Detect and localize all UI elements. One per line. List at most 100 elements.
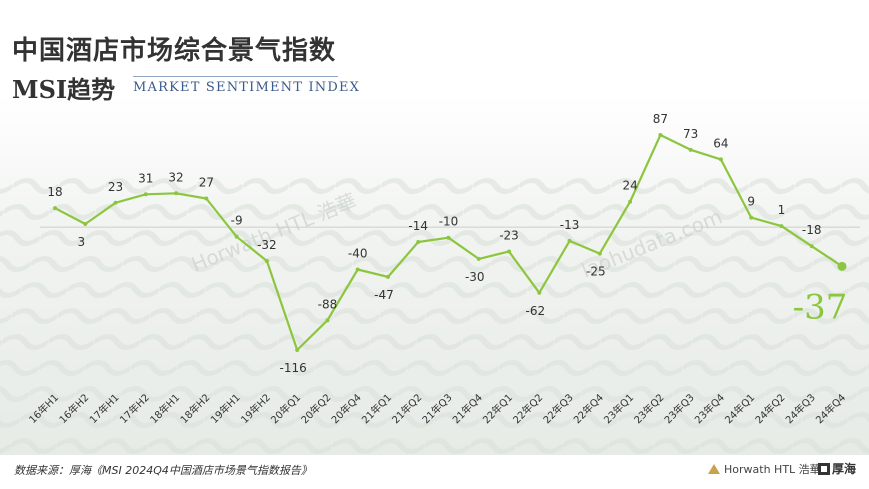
data-point-23年Q1: [628, 199, 633, 204]
data-label-21年Q1: -47: [374, 288, 394, 302]
x-tick-21年Q3: 21年Q3: [419, 391, 454, 426]
data-label-22年Q2: -62: [526, 304, 546, 318]
data-label-17年H1: 23: [108, 180, 123, 194]
data-label-23年Q3: 73: [683, 127, 698, 141]
x-tick-16年H2: 16年H2: [56, 391, 91, 426]
data-label-20年Q1: -116: [280, 361, 307, 375]
data-label-19年H2: -32: [257, 238, 277, 252]
data-label-23年Q2: 87: [653, 112, 668, 126]
data-point-22年Q3: [567, 238, 572, 243]
data-point-24年Q1: [749, 215, 754, 220]
data-point-20年Q1: [295, 348, 300, 352]
data-label-22年Q4: -25: [586, 265, 606, 279]
series-line-layer: [54, 133, 843, 352]
data-point-24年Q4: [837, 261, 847, 271]
x-tick-18年H1: 18年H1: [147, 391, 182, 426]
data-label-19年H1: -9: [231, 214, 243, 228]
data-point-19年H1: [234, 234, 239, 239]
horwath-logo: Horwath HTL 浩華: [708, 461, 821, 477]
data-label-24年Q2: 1: [778, 203, 786, 217]
data-label-18年H2: 27: [199, 176, 214, 190]
data-label-layer: 18 3 23 31 32 27 -9 -32 -116 -88 -40 -47 -14 -10 -30 -2…: [47, 112, 847, 375]
horwath-triangle-icon: [708, 464, 720, 474]
data-point-23年Q3: [688, 147, 693, 152]
data-point-18年H2: [204, 196, 209, 201]
data-label-23年Q1: 24: [622, 179, 637, 193]
x-tick-24年Q3: 24年Q3: [783, 391, 818, 426]
x-tick-18年H2: 18年H2: [177, 391, 212, 426]
data-point-21年Q3: [446, 235, 451, 240]
data-label-20年Q4: -40: [348, 247, 368, 261]
x-tick-21年Q1: 21年Q1: [359, 391, 394, 426]
x-tick-21年Q2: 21年Q2: [389, 391, 424, 426]
data-point-22年Q4: [597, 251, 602, 256]
x-tick-21年Q4: 21年Q4: [450, 391, 485, 426]
data-point-18年H1: [174, 191, 179, 196]
data-point-22年Q2: [537, 290, 542, 295]
x-tick-16年H1: 16年H1: [26, 391, 61, 426]
data-point-19年H2: [264, 259, 269, 264]
houhai-logo: 厚海: [818, 460, 856, 477]
data-label-17年H2: 31: [138, 171, 153, 185]
data-label-21年Q3: -10: [439, 215, 459, 229]
x-tick-22年Q2: 22年Q2: [510, 391, 545, 426]
data-point-23年Q4: [718, 157, 723, 162]
data-point-16年H2: [83, 221, 88, 226]
data-point-21年Q1: [385, 274, 390, 279]
english-subtitle: MARKET SENTIMENT INDEX: [133, 80, 361, 95]
houhai-brand-text: 厚海: [832, 462, 857, 476]
x-tick-24年Q4: 24年Q4: [813, 391, 848, 426]
x-tick-17年H2: 17年H2: [117, 391, 152, 426]
data-label-24年Q3: -18: [802, 223, 822, 237]
x-tick-20年Q2: 20年Q2: [298, 391, 333, 426]
x-tick-19年H2: 19年H2: [238, 391, 273, 426]
data-point-24年Q2: [779, 224, 784, 229]
data-label-20年Q2: -88: [318, 297, 338, 311]
data-label-21年Q4: -30: [465, 270, 485, 284]
page-subtitle: MSI趋势: [12, 75, 116, 104]
data-point-17年H1: [113, 200, 118, 205]
data-point-24年Q3: [809, 244, 814, 249]
watermark-horwath: Horwath HTL 浩華: [188, 189, 360, 277]
houhai-mark-icon: [818, 462, 830, 475]
data-label-16年H1: 18: [47, 185, 62, 199]
data-point-21年Q2: [416, 239, 421, 244]
x-tick-20年Q1: 20年Q1: [268, 391, 303, 426]
x-tick-23年Q1: 23年Q1: [601, 391, 636, 426]
data-label-16年H2: 3: [77, 235, 85, 249]
horwath-brand-text: Horwath HTL 浩華: [724, 463, 821, 476]
x-tick-17年H1: 17年H1: [87, 391, 122, 426]
msi-series-line: [54, 133, 843, 352]
x-tick-label-layer: 16年H116年H217年H117年H218年H118年H219年H119年H2…: [26, 391, 848, 426]
data-point-17年H2: [143, 192, 148, 197]
data-point-21年Q4: [476, 256, 481, 261]
x-tick-23年Q3: 23年Q3: [661, 391, 696, 426]
x-tick-22年Q1: 22年Q1: [480, 391, 515, 426]
data-point-22年Q1: [507, 249, 512, 254]
data-label-24年Q1: 9: [747, 195, 755, 209]
x-tick-24年Q2: 24年Q2: [752, 391, 787, 426]
data-point-layer: [53, 133, 847, 352]
x-tick-24年Q1: 24年Q1: [722, 391, 757, 426]
x-tick-22年Q4: 22年Q4: [571, 391, 606, 426]
x-tick-19年H1: 19年H1: [208, 391, 243, 426]
subtitle-rule: [133, 76, 338, 77]
data-label-18年H1: 32: [168, 170, 183, 184]
data-point-16年H1: [53, 206, 57, 211]
background-wave-pattern: [0, 95, 869, 455]
data-label-22年Q3: -13: [560, 218, 580, 232]
x-tick-23年Q4: 23年Q4: [692, 391, 727, 426]
data-source-note: 数据来源：厚海《MSI 2024Q4中国酒店市场景气指数报告》: [14, 464, 312, 477]
page-title: 中国酒店市场综合景气指数: [12, 36, 337, 66]
data-label-22年Q1: -23: [499, 229, 519, 243]
data-point-20年Q4: [355, 267, 360, 272]
data-label-23年Q4: 64: [713, 136, 728, 150]
data-point-20年Q2: [325, 318, 330, 323]
x-tick-20年Q4: 20年Q4: [328, 391, 363, 426]
x-tick-23年Q2: 23年Q2: [631, 391, 666, 426]
x-tick-22年Q3: 22年Q3: [540, 391, 575, 426]
data-label-24年Q4: -37: [793, 287, 848, 327]
data-point-23年Q2: [658, 133, 663, 137]
